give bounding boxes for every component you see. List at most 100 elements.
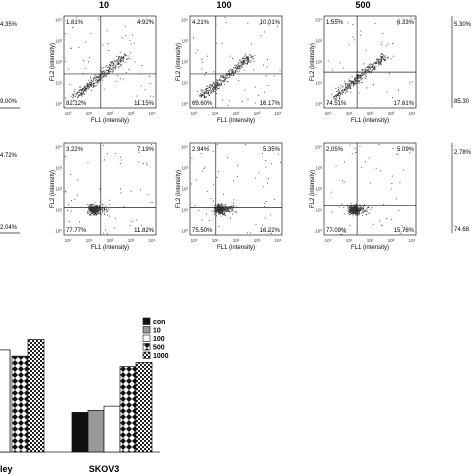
quadrant-ll-value: 69.60% bbox=[192, 101, 213, 107]
y-tick-label: 10⁰ bbox=[315, 102, 322, 107]
bar-skov3-100 bbox=[103, 405, 121, 453]
x-tick-label: 10⁴ bbox=[409, 238, 416, 243]
y-tick-label: 10² bbox=[181, 187, 188, 192]
bar-hey-100 bbox=[0, 349, 11, 453]
x-axis-label: FL1 (intensity) bbox=[91, 118, 129, 124]
quadrant-ur-value: 6.33% bbox=[397, 20, 415, 26]
quadrant-ll-value: 77.77% bbox=[66, 228, 87, 234]
x-tick-label: 10⁴ bbox=[409, 111, 416, 116]
y-tick-label: 10² bbox=[55, 60, 62, 65]
y-tick-label: 10¹ bbox=[55, 208, 62, 213]
y-axis-label: FL2 (intensity) bbox=[310, 43, 316, 81]
partial-left-row2-ul: 4.72% bbox=[0, 153, 18, 159]
x-tick-label: 10² bbox=[367, 238, 374, 243]
x-tick-label: 10³ bbox=[388, 238, 395, 243]
partial-left-panels: 4.35% 9.00% 4.72% 2.04% bbox=[0, 22, 20, 234]
quadrant-ur-value: 5.09% bbox=[397, 147, 415, 153]
quadrant-ul-value: 1.55% bbox=[326, 20, 344, 26]
y-tick-label: 10⁰ bbox=[181, 102, 188, 107]
quadrant-lr-value: 11.82% bbox=[134, 228, 155, 234]
y-tick-label: 10³ bbox=[55, 39, 62, 44]
y-tick-label: 10¹ bbox=[181, 81, 188, 86]
legend-swatch-10 bbox=[142, 326, 151, 334]
x-tick-label: 10¹ bbox=[346, 238, 353, 243]
bar-skov3-10 bbox=[87, 409, 105, 453]
x-tick-label: 10⁰ bbox=[191, 238, 198, 243]
event-dots bbox=[327, 17, 415, 104]
quadrant-ur-value: 5.35% bbox=[263, 147, 281, 153]
quadrant-ul-value: 3.22% bbox=[66, 147, 84, 153]
y-tick-label: 10⁰ bbox=[181, 229, 188, 234]
x-tick-label: 10² bbox=[233, 238, 240, 243]
x-tick-label: 10³ bbox=[254, 238, 261, 243]
x-tick-label: 10¹ bbox=[346, 111, 353, 116]
event-dots bbox=[191, 144, 281, 234]
category-label-hey: ley bbox=[0, 464, 13, 474]
legend-label-1000: 1000 bbox=[153, 353, 169, 360]
y-tick-label: 10⁴ bbox=[181, 18, 188, 23]
x-tick-label: 10² bbox=[233, 111, 240, 116]
partial-left-row1-lr: 9.00% bbox=[0, 99, 18, 105]
quadrant-ul-value: 2.94% bbox=[192, 147, 210, 153]
x-tick-label: 10⁴ bbox=[275, 238, 282, 243]
column-label-500: 500 bbox=[355, 0, 370, 10]
partial-right-row1-ll: 85.30 bbox=[454, 99, 470, 105]
quadrant-lr-value: 17.61% bbox=[394, 101, 415, 107]
y-tick-label: 10⁴ bbox=[55, 18, 62, 23]
x-tick-label: 10¹ bbox=[212, 238, 219, 243]
x-tick-label: 10³ bbox=[128, 238, 135, 243]
quadrant-lr-value: 16.17% bbox=[260, 101, 281, 107]
y-tick-label: 10¹ bbox=[315, 81, 322, 86]
y-tick-label: 10² bbox=[181, 60, 188, 65]
partial-right-row2-ll: 74.68 bbox=[454, 227, 470, 233]
quadrant-ur-value: 10.01% bbox=[260, 20, 281, 26]
legend-label-500: 500 bbox=[153, 345, 165, 352]
partial-left-row2-lr: 2.04% bbox=[0, 225, 18, 231]
x-axis-label: FL1 (intensity) bbox=[351, 118, 389, 124]
event-dots bbox=[65, 17, 154, 104]
y-tick-label: 10⁴ bbox=[181, 145, 188, 150]
column-label-10: 10 bbox=[99, 0, 109, 10]
partial-right-row1-ul: 5.30% bbox=[454, 22, 472, 28]
quadrant-ll-value: 75.50% bbox=[192, 228, 213, 234]
x-tick-label: 10⁰ bbox=[65, 238, 72, 243]
quadrant-ll-value: 77.09% bbox=[326, 228, 347, 234]
y-tick-label: 10¹ bbox=[55, 81, 62, 86]
y-axis-label: FL2 (intensity) bbox=[310, 170, 316, 208]
y-tick-label: 10³ bbox=[55, 166, 62, 171]
x-tick-label: 10¹ bbox=[212, 111, 219, 116]
x-axis-label: FL1 (intensity) bbox=[217, 245, 255, 251]
x-tick-label: 10⁰ bbox=[65, 111, 72, 116]
x-tick-label: 10⁴ bbox=[149, 238, 156, 243]
quadrant-ll-value: 82.12% bbox=[66, 101, 87, 107]
x-axis-label: FL1 (intensity) bbox=[351, 245, 389, 251]
y-tick-label: 10⁴ bbox=[55, 145, 62, 150]
y-tick-label: 10³ bbox=[181, 166, 188, 171]
panel-frame bbox=[189, 142, 283, 236]
legend-label-10: 10 bbox=[153, 328, 161, 335]
x-tick-label: 10² bbox=[107, 238, 114, 243]
x-tick-label: 10⁰ bbox=[191, 111, 198, 116]
bars bbox=[0, 339, 153, 453]
y-tick-label: 10⁰ bbox=[55, 102, 62, 107]
y-tick-label: 10³ bbox=[315, 39, 322, 44]
x-tick-label: 10³ bbox=[388, 111, 395, 116]
y-tick-label: 10⁴ bbox=[315, 18, 322, 23]
quadrant-lr-value: 11.15% bbox=[134, 101, 155, 107]
quadrant-ur-value: 7.19% bbox=[137, 147, 155, 153]
x-axis-label: FL1 (intensity) bbox=[91, 245, 129, 251]
x-tick-label: 10⁰ bbox=[325, 238, 332, 243]
quadrant-ul-value: 4.21% bbox=[192, 20, 210, 26]
bar-skov3-1000 bbox=[135, 362, 153, 453]
partial-right-panels: 5.30% 85.30 2.78% 74.68 bbox=[451, 16, 472, 233]
legend-swatch-500 bbox=[142, 343, 151, 351]
scatter-panels: 1.81% 4.92%82.12% 11.15%10⁰10⁰10¹10¹10²10²… bbox=[50, 15, 417, 251]
